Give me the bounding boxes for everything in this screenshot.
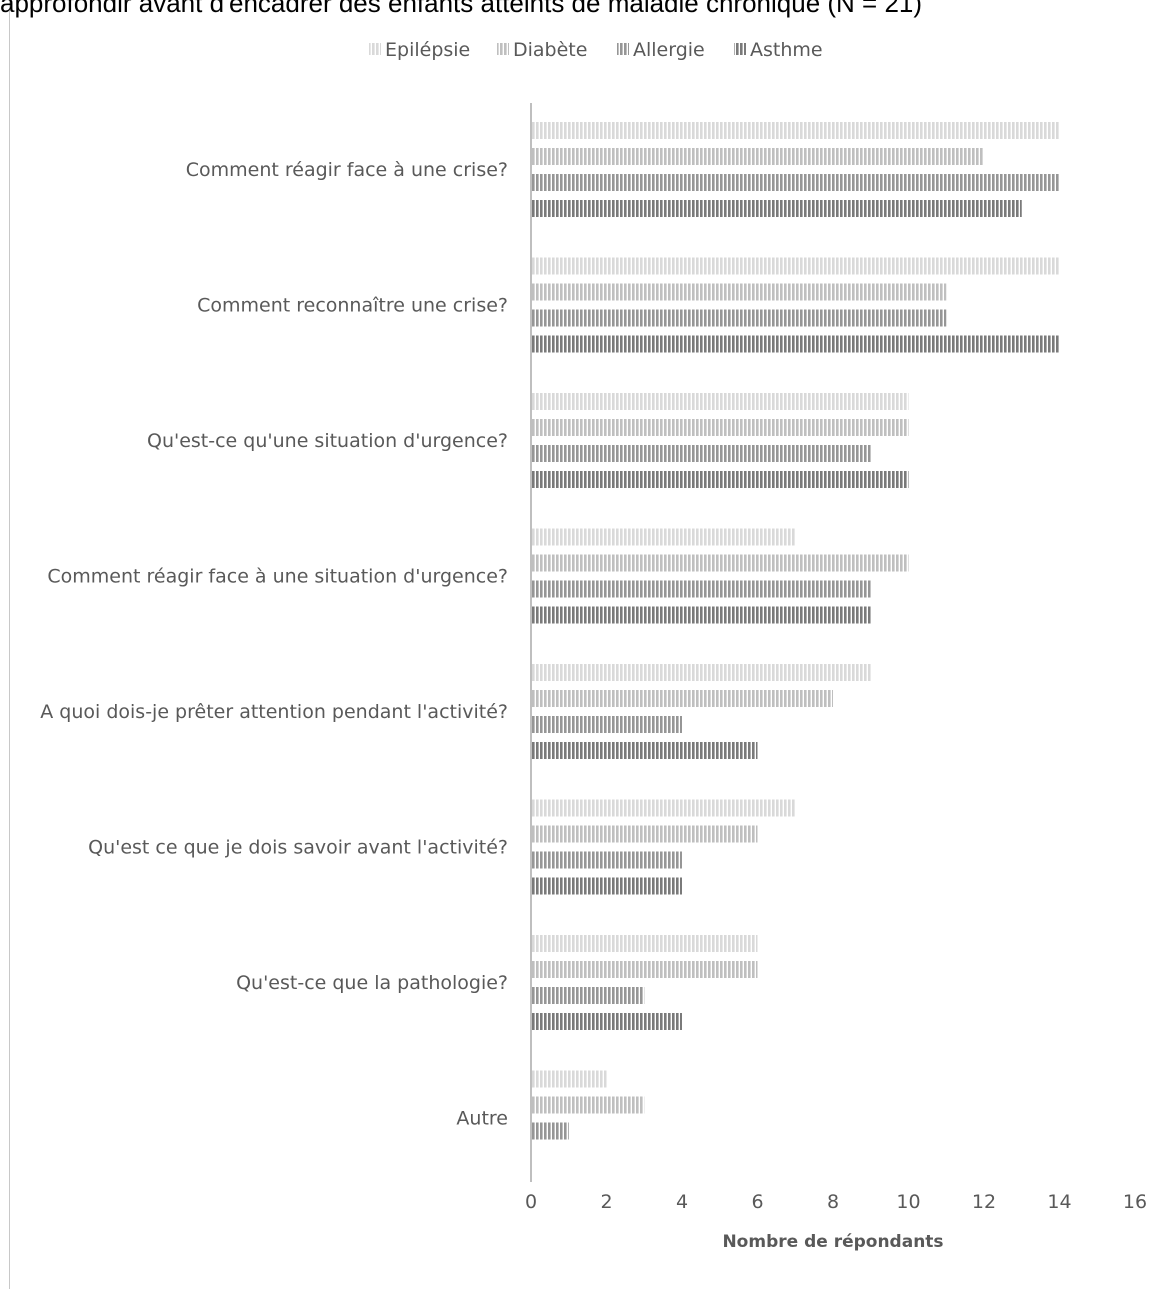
- bar-7-2: [531, 1122, 569, 1140]
- category-label-3: Comment réagir face à une situation d'ur…: [47, 566, 508, 588]
- bar-4-1: [531, 690, 833, 707]
- bar-3-0: [531, 528, 796, 546]
- legend-label-2: Allergie: [633, 39, 705, 61]
- category-label-6: Qu'est-ce que la pathologie?: [236, 972, 508, 994]
- legend-swatch-0: [369, 43, 381, 55]
- bar-2-1: [531, 419, 909, 436]
- x-tick-label-6: 12: [972, 1191, 996, 1213]
- x-tick-label-4: 8: [827, 1191, 839, 1213]
- legend-swatch-1: [497, 43, 509, 55]
- bar-6-3: [531, 1013, 682, 1030]
- bar-5-3: [531, 877, 682, 895]
- bar-1-0: [531, 257, 1060, 275]
- bar-6-1: [531, 961, 758, 978]
- bar-6-2: [531, 987, 645, 1004]
- bar-7-1: [531, 1096, 645, 1114]
- bar-4-3: [531, 742, 758, 759]
- bar-5-0: [531, 799, 796, 817]
- x-tick-label-3: 6: [751, 1191, 763, 1213]
- category-label-5: Qu'est ce que je dois savoir avant l'act…: [88, 837, 508, 859]
- category-label-7: Autre: [456, 1108, 508, 1130]
- bar-1-2: [531, 309, 947, 327]
- category-label-0: Comment réagir face à une crise?: [186, 159, 508, 181]
- bar-1-1: [531, 283, 947, 301]
- x-axis-title: Nombre de répondants: [722, 1232, 943, 1252]
- bar-0-0: [531, 122, 1060, 139]
- x-tick-label-8: 16: [1123, 1191, 1147, 1213]
- legend: Epilépsie Diabète Allergie Asthme: [369, 39, 823, 61]
- category-label-1: Comment reconnaître une crise?: [197, 295, 508, 317]
- chart-caption: approfondir avant d'encadrer des enfants…: [0, 0, 923, 18]
- x-tick-label-5: 10: [896, 1191, 920, 1213]
- legend-label-1: Diabète: [513, 39, 587, 61]
- bar-6-0: [531, 935, 758, 952]
- bar-0-3: [531, 200, 1022, 217]
- bar-3-2: [531, 580, 871, 598]
- bar-4-2: [531, 716, 682, 733]
- legend-swatch-2: [617, 43, 629, 55]
- bar-5-2: [531, 851, 682, 869]
- bar-2-3: [531, 471, 909, 488]
- bar-5-1: [531, 825, 758, 843]
- legend-swatch-3: [734, 43, 746, 55]
- chart-frame: [9, 0, 1162, 1289]
- x-tick-labels: 0 2 4 6 8 10 12 14 16: [525, 1191, 1147, 1213]
- bars: [531, 122, 1060, 1140]
- category-label-4: A quoi dois-je prêter attention pendant …: [40, 701, 508, 723]
- bar-4-0: [531, 664, 871, 681]
- bar-0-1: [531, 148, 984, 165]
- x-tick-label-1: 2: [600, 1191, 612, 1213]
- bar-3-3: [531, 606, 871, 624]
- bar-3-1: [531, 554, 909, 572]
- bar-7-0: [531, 1070, 607, 1088]
- bar-2-2: [531, 445, 871, 462]
- x-tick-label-7: 14: [1047, 1191, 1071, 1213]
- category-label-2: Qu'est-ce qu'une situation d'urgence?: [147, 430, 508, 452]
- x-tick-label-0: 0: [525, 1191, 537, 1213]
- category-labels: Comment réagir face à une crise? Comment …: [40, 159, 508, 1130]
- x-tick-label-2: 4: [676, 1191, 688, 1213]
- bar-1-3: [531, 335, 1060, 353]
- bar-2-0: [531, 393, 909, 410]
- legend-label-3: Asthme: [750, 39, 823, 61]
- legend-label-0: Epilépsie: [385, 39, 470, 61]
- bar-0-2: [531, 174, 1060, 191]
